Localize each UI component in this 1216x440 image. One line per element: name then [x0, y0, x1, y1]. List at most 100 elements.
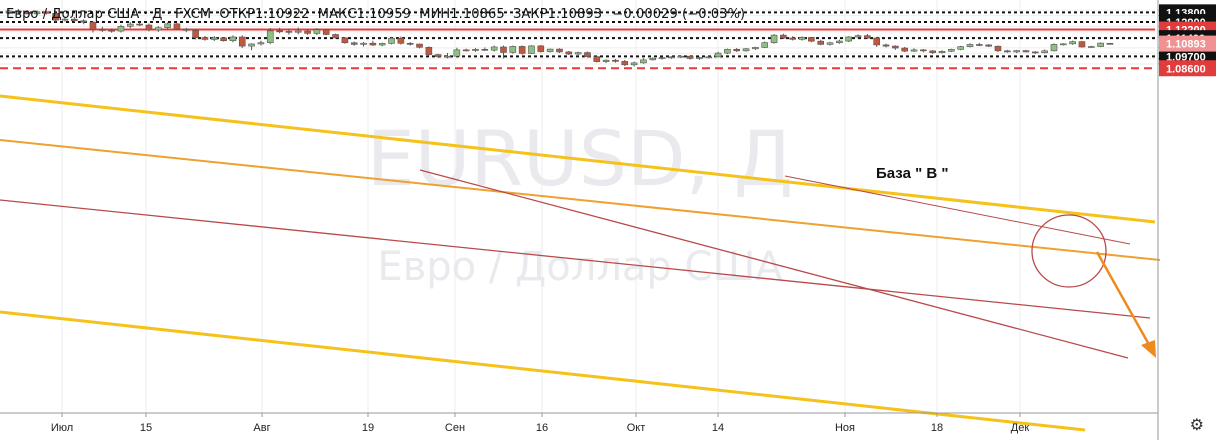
trend-line: [419, 169, 1129, 359]
candle-up: [444, 55, 451, 58]
candle-down: [808, 37, 815, 42]
candle-down: [43, 11, 50, 14]
candle-down: [1022, 50, 1030, 53]
candle-down: [173, 23, 181, 30]
time-tick-label: Авг: [253, 422, 270, 434]
candle-up: [164, 23, 171, 28]
candle-down: [621, 61, 629, 66]
candle-down: [481, 49, 489, 51]
candle-down: [276, 30, 283, 33]
highlight-circle: [1031, 214, 1107, 288]
candle-up: [1050, 44, 1058, 52]
time-tick-label: Окт: [627, 422, 646, 434]
symbol-title[interactable]: Евро / Доллар США · Д · FXCM: [6, 7, 212, 22]
candle-down: [892, 45, 899, 49]
ohlc-low: МИН1.10865: [419, 7, 505, 22]
candle-up: [126, 23, 134, 27]
time-tick-label: Дек: [1011, 422, 1030, 434]
candle-up: [360, 42, 367, 45]
candle-up: [668, 56, 675, 59]
legend-header: Евро / Доллар США · Д · FXCM ОТКР1.10922…: [6, 7, 749, 22]
candle-down: [425, 46, 433, 55]
candle-up: [1097, 42, 1104, 47]
candle-down: [612, 59, 619, 62]
candle-down: [584, 52, 591, 57]
candle-up: [257, 42, 265, 45]
candle-up: [658, 57, 666, 59]
candle-down: [406, 43, 414, 45]
last-price-label: 1.10893: [1166, 39, 1206, 51]
candle-down: [500, 46, 507, 53]
time-tick-label: Сен: [445, 422, 465, 434]
ohlc-high: МАКС1.10959: [317, 7, 412, 22]
candle-up: [388, 37, 395, 44]
candle-down: [780, 34, 787, 39]
candle-up: [154, 27, 162, 31]
candle-down: [15, 10, 22, 13]
price-axis[interactable]: 1.140001.135001.125001.120001.115001.105…: [1157, 0, 1216, 440]
candle-down: [1078, 41, 1086, 48]
candle-up: [210, 37, 218, 40]
trend-lines[interactable]: [0, 94, 1161, 432]
candle-down: [416, 43, 423, 48]
candle-down: [304, 30, 311, 34]
candle-up: [248, 43, 255, 47]
candle-down: [220, 37, 227, 42]
candle-up: [509, 46, 517, 53]
candle-up: [33, 11, 41, 15]
candle-down: [976, 44, 983, 46]
candle-up: [1059, 43, 1067, 46]
trend-line: [0, 94, 1156, 224]
candle-up: [752, 47, 759, 50]
candle-down: [1106, 43, 1114, 45]
candle-up: [696, 57, 703, 59]
candle-down: [864, 35, 871, 39]
candle-up: [546, 48, 554, 52]
candle-down: [537, 45, 545, 52]
candle-up: [761, 42, 769, 48]
candle-up: [724, 49, 731, 54]
grid-lines: [0, 0, 1155, 413]
candle-up: [453, 49, 461, 57]
candle-down: [369, 42, 377, 46]
candle-up: [826, 42, 834, 45]
time-tick-label: 15: [140, 422, 152, 434]
candle-down: [89, 21, 97, 30]
candle-down: [518, 46, 526, 54]
candle-down: [882, 44, 890, 47]
candle-down: [145, 24, 153, 31]
candle-down: [24, 11, 31, 15]
candle-up: [5, 10, 13, 14]
last-price-tag: [1159, 35, 1216, 52]
candle-down: [99, 29, 106, 31]
trend-line: [0, 310, 1086, 432]
time-axis[interactable]: Июл 15 Авг 19 Сен 16 Окт 14 Ноя 18 Дек: [0, 412, 1158, 434]
candle-up: [798, 37, 806, 40]
candle-down: [733, 49, 741, 52]
time-tick-label: Июл: [51, 422, 73, 434]
candle-down: [1032, 51, 1039, 54]
ohlc-change: −0.00029 (−0.03%): [612, 7, 746, 22]
annotations[interactable]: [1031, 214, 1156, 358]
candle-down: [52, 13, 59, 21]
candle-up: [910, 49, 918, 52]
settings-gear-icon[interactable]: ⚙: [1189, 417, 1204, 434]
candle-up: [957, 46, 964, 50]
candle-down: [873, 37, 880, 46]
candle-up: [938, 50, 946, 53]
candles: [5, 8, 1114, 67]
candle-up: [1069, 41, 1076, 45]
candle-up: [640, 59, 647, 64]
candle-down: [332, 34, 339, 39]
candle-up: [649, 57, 657, 61]
horizontal-levels[interactable]: [0, 11, 1155, 70]
candle-down: [434, 54, 442, 57]
candle-up: [490, 46, 498, 51]
base-annotation[interactable]: База " В ": [876, 165, 948, 182]
candle-down: [556, 48, 563, 53]
candle-up: [854, 35, 862, 38]
candle-up: [630, 62, 638, 66]
candle-down: [994, 45, 1002, 52]
trend-line: [0, 139, 1161, 261]
